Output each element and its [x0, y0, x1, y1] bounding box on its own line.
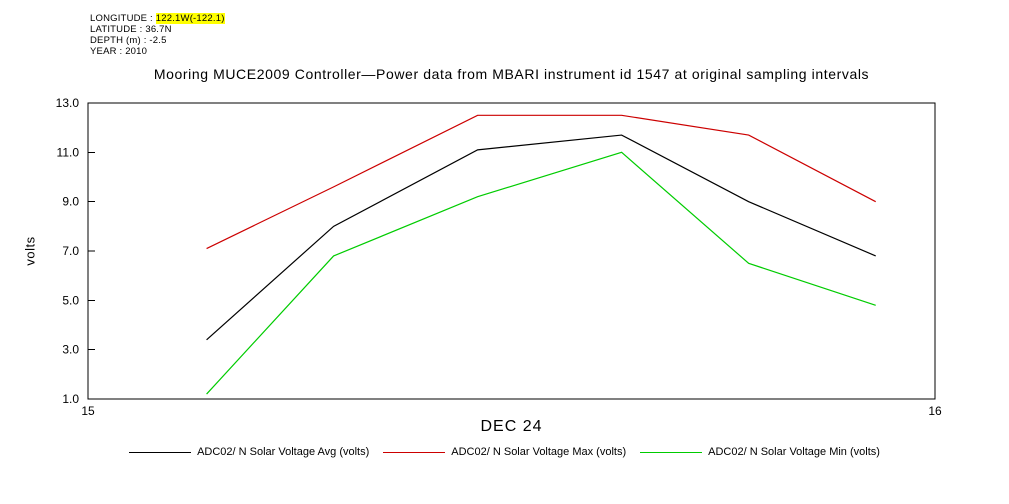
y-tick-label: 13.0 — [56, 96, 80, 110]
longitude-value: 122.1W(-122.1) — [155, 13, 225, 24]
y-tick-label: 7.0 — [62, 244, 79, 258]
depth-value: -2.5 — [149, 35, 167, 46]
depth-label: DEPTH (m) : — [90, 35, 147, 46]
legend-label: ADC02/ N Solar Voltage Min (volts) — [708, 446, 880, 458]
series-line-2 — [206, 151, 876, 395]
legend-item: ADC02/ N Solar Voltage Min (volts) — [640, 446, 880, 458]
metadata-row-longitude: LONGITUDE : 122.1W(-122.1) — [90, 13, 225, 24]
legend-line-sample — [640, 451, 703, 453]
legend: ADC02/ N Solar Voltage Avg (volts) ADC02/… — [0, 446, 1009, 458]
year-label: YEAR : — [90, 46, 123, 57]
legend-label: ADC02/ N Solar Voltage Avg (volts) — [197, 446, 370, 458]
x-axis-label: DEC 24 — [480, 418, 543, 435]
axis-box — [87, 102, 936, 400]
x-tick-label: 16 — [928, 404, 942, 418]
legend-item: ADC02/ N Solar Voltage Avg (volts) — [129, 446, 369, 458]
legend-label: ADC02/ N Solar Voltage Max (volts) — [451, 446, 627, 458]
y-tick-label: 1.0 — [62, 392, 79, 406]
y-tick-label: 3.0 — [62, 343, 79, 357]
legend-line-sample — [129, 451, 192, 453]
metadata-row-depth: DEPTH (m) : -2.5 — [90, 35, 225, 46]
legend-item: ADC02/ N Solar Voltage Max (volts) — [383, 446, 626, 458]
chart-title: Mooring MUCE2009 Controller—Power data f… — [153, 66, 870, 82]
x-tick-label: 15 — [81, 404, 95, 418]
longitude-label: LONGITUDE : — [90, 13, 153, 24]
legend-line-sample — [383, 451, 446, 453]
metadata-row-latitude: LATITUDE : 36.7N — [90, 24, 225, 35]
year-value: 2010 — [125, 46, 148, 57]
y-tick-label: 5.0 — [62, 293, 79, 307]
y-tick-label: 9.0 — [62, 195, 79, 209]
latitude-value: 36.7N — [145, 24, 172, 35]
series-line-1 — [206, 114, 876, 250]
latitude-label: LATITUDE : — [90, 24, 143, 35]
metadata-row-year: YEAR : 2010 — [90, 46, 225, 57]
metadata-block: LONGITUDE : 122.1W(-122.1) LATITUDE : 36… — [90, 13, 225, 57]
series-line-0 — [206, 134, 876, 341]
y-tick-label: 11.0 — [57, 145, 80, 159]
